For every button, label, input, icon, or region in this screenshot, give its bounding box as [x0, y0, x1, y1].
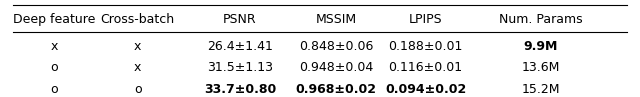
Text: x: x [134, 40, 141, 53]
Text: Cross-batch: Cross-batch [100, 13, 175, 26]
Text: PSNR: PSNR [223, 13, 257, 26]
Text: 0.968±0.02: 0.968±0.02 [296, 83, 376, 96]
Text: Deep feature: Deep feature [13, 13, 95, 26]
Text: Num. Params: Num. Params [499, 13, 582, 26]
Text: x: x [51, 40, 58, 53]
Text: 9.9M: 9.9M [524, 40, 558, 53]
Text: 0.848±0.06: 0.848±0.06 [299, 40, 373, 53]
Text: o: o [51, 61, 58, 74]
Text: o: o [51, 83, 58, 96]
Text: x: x [134, 61, 141, 74]
Text: 33.7±0.80: 33.7±0.80 [204, 83, 276, 96]
Text: 13.6M: 13.6M [522, 61, 560, 74]
Text: 26.4±1.41: 26.4±1.41 [207, 40, 273, 53]
Text: 0.188±0.01: 0.188±0.01 [388, 40, 463, 53]
Text: MSSIM: MSSIM [316, 13, 356, 26]
Text: 0.094±0.02: 0.094±0.02 [385, 83, 466, 96]
Text: 0.116±0.01: 0.116±0.01 [388, 61, 463, 74]
Text: LPIPS: LPIPS [409, 13, 442, 26]
Text: 31.5±1.13: 31.5±1.13 [207, 61, 273, 74]
Text: 15.2M: 15.2M [522, 83, 560, 96]
Text: o: o [134, 83, 141, 96]
Text: 0.948±0.04: 0.948±0.04 [299, 61, 373, 74]
